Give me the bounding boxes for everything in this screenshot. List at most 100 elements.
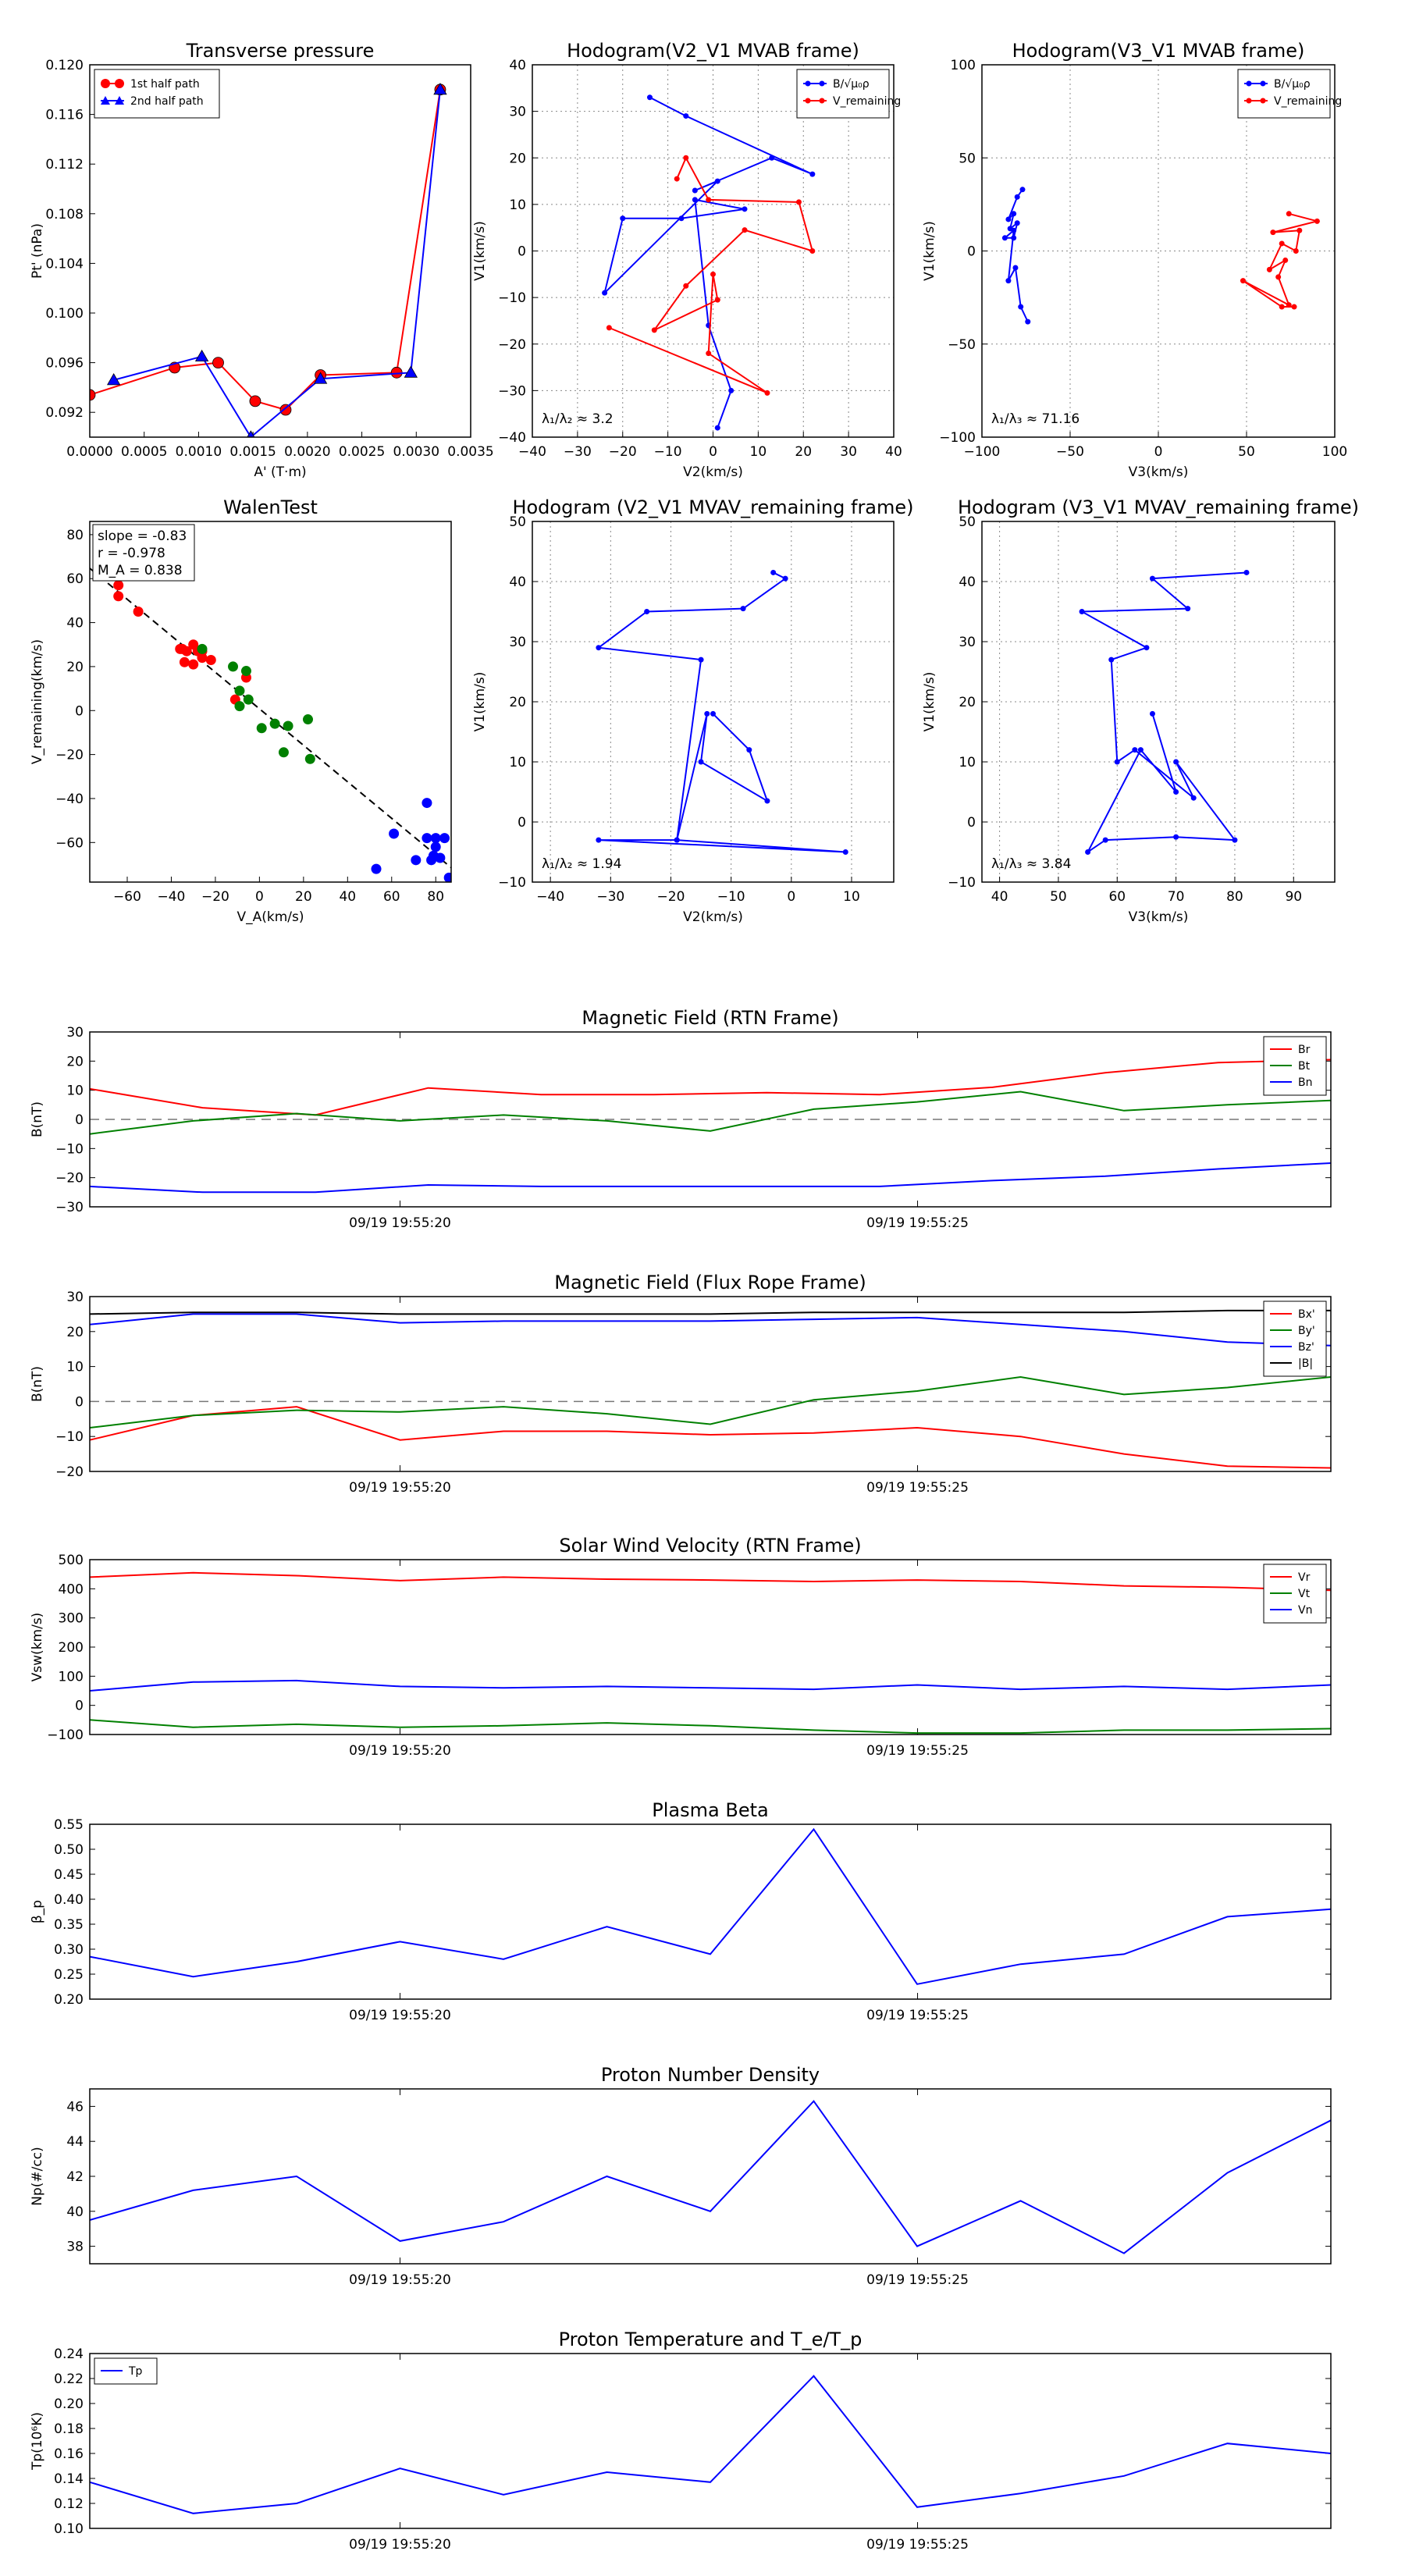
hodo4-y-tick-label: 40 [959, 575, 976, 590]
walen-series-1-point [278, 747, 289, 758]
hodo4-series-0-point [1102, 837, 1108, 843]
hodo4-series-0-point [1137, 747, 1144, 753]
hodo1-series-1-point [683, 155, 689, 161]
pt-series-1-point [194, 349, 209, 362]
walen-series-1-point [240, 666, 251, 677]
b_fr-series-1-line [89, 1375, 1332, 1429]
pt-legend-marker [101, 79, 110, 88]
beta-y-tick-label: 0.35 [54, 1917, 84, 1933]
hodo3-y-label: V1(km/s) [472, 672, 488, 732]
hodo4-y-tick-label: 10 [959, 755, 976, 770]
hodo2-series-1-point [1279, 304, 1285, 310]
b_rtn-y-tick-label: 10 [66, 1083, 84, 1099]
b_fr-panel: Magnetic Field (Flux Rope Frame) −20 −10 0 1… [30, 1272, 1332, 1496]
pt-series-1-point [247, 430, 255, 437]
hodo1-annotation: λ₁/λ₂ ≈ 3.2 [542, 411, 614, 427]
walen-series-2-point [411, 855, 422, 866]
vsw-y-tick-label: 100 [59, 1669, 84, 1685]
hodo2-series-1-point [1291, 304, 1297, 310]
b_fr-y-tick-label: −20 [55, 1464, 84, 1480]
hodo4-series-0-point [1190, 795, 1197, 801]
b_fr-series-2-line [89, 1313, 1332, 1347]
pt-legend-marker [101, 96, 110, 105]
hodo4-series-0-point [1079, 609, 1085, 614]
hodo2-series-1-point [1293, 248, 1299, 254]
hodo4-series-0-point [1173, 834, 1179, 840]
pt-legend-label: 1st half path [130, 78, 200, 91]
pt-series-1-line [113, 89, 441, 437]
hodo1-y-tick-label: −40 [498, 430, 526, 446]
hodo1-legend-box [796, 69, 890, 119]
hodo4-x-tick-label: 90 [1285, 889, 1302, 905]
hodo1-legend-marker [805, 98, 811, 104]
beta-y-tick-label: 0.25 [54, 1967, 84, 1983]
hodo2-x-tick-label: 100 [1322, 444, 1347, 460]
walen-y-tick-label: −40 [55, 792, 84, 807]
hodo1-series-0-line [603, 96, 813, 429]
b_fr-legend-label: Bx' [1298, 1308, 1315, 1321]
hodo3-x-tick-label: −40 [536, 889, 564, 905]
hodo2-legend-marker [1260, 98, 1266, 104]
hodo2-legend-marker [1260, 80, 1266, 87]
hodo4-series-0-point [1108, 656, 1115, 663]
hodo1-x-tick-label: −20 [609, 444, 637, 460]
walen-series-1-point [243, 694, 254, 705]
beta-title: Plasma Beta [652, 1799, 768, 1821]
hodo1-y-tick-label: 0 [518, 244, 526, 260]
hodo4-y-tick-label: −10 [948, 875, 976, 891]
tp-y-tick-label: 0.14 [54, 2471, 84, 2487]
hodo1-series-1-point [795, 199, 802, 205]
hodo2-series-0-point [1011, 235, 1017, 241]
hodo1-y-tick-label: −30 [498, 383, 526, 399]
hodo1-y-label: V1(km/s) [472, 221, 488, 281]
hodo1-y-tick-label: 40 [509, 58, 526, 73]
hodo4-x-tick-label: 40 [991, 889, 1008, 905]
b_rtn-series-0-line [89, 1059, 1332, 1116]
hodo4-series-0-point [1173, 789, 1179, 795]
vsw-y-tick-label: 200 [59, 1640, 84, 1656]
hodo1-legend-marker [805, 80, 811, 87]
hodo4-series-0-point [1173, 759, 1179, 765]
hodo3-title: Hodogram (V2_V1 MVAV_remaining frame) [512, 496, 913, 518]
pt-series-1-point [404, 365, 418, 378]
walen-y-label: V_remaining(km/s) [30, 639, 45, 764]
hodo2-frame [981, 64, 1336, 438]
pt-series-0-point [279, 404, 292, 416]
hodo3-x-tick-label: 0 [787, 889, 795, 905]
vsw-panel: Solar Wind Velocity (RTN Frame) −100 0 100 2… [30, 1535, 1332, 1759]
b_rtn-y-tick-label: 20 [66, 1054, 84, 1069]
hodo2-series-1-line [1242, 212, 1321, 308]
hodo4-panel: Hodogram (V3_V1 MVAV_remaining frame) 40 5… [922, 496, 1359, 925]
walen-series-1-point [234, 701, 245, 712]
walen-series-0-point [179, 656, 190, 667]
pt-legend-box [94, 69, 220, 119]
walen-series-2-point [422, 833, 432, 844]
pt-y-tick-label: 0.112 [45, 157, 84, 173]
hodo1-x-tick-label: 30 [840, 444, 857, 460]
tp-y-tick-label: 0.20 [54, 2396, 84, 2412]
walen-x-tick-label: −40 [158, 889, 186, 905]
hodo2-y-tick-label: −100 [939, 430, 976, 446]
walen-y-tick-label: 60 [66, 571, 84, 587]
hodo4-series-0-point [1085, 849, 1091, 855]
b_rtn-series-2-line [89, 1162, 1332, 1194]
hodo2-y-tick-label: 0 [967, 244, 976, 260]
hodo2-x-tick-label: −50 [1056, 444, 1084, 460]
pt-plot-area [90, 82, 447, 437]
hodo2-annotation: λ₁/λ₃ ≈ 71.16 [991, 411, 1080, 427]
pt-frame [89, 64, 471, 438]
np-frame [89, 2088, 1332, 2265]
hodo3-series-0-point [746, 747, 752, 753]
hodo4-title: Hodogram (V3_V1 MVAV_remaining frame) [958, 496, 1359, 518]
pt-y-label: Pt' (nPa) [30, 223, 45, 279]
hodo1-series-0-point [646, 94, 653, 101]
b_rtn-title: Magnetic Field (RTN Frame) [582, 1007, 838, 1029]
hodo1-series-1-point [683, 283, 689, 289]
hodo3-series-0-point [782, 575, 788, 582]
hodo1-x-label: V2(km/s) [683, 464, 743, 480]
pt-x-tick-label: 0.0025 [339, 444, 385, 460]
walen-title: WalenTest [223, 496, 318, 518]
b_rtn-panel: Magnetic Field (RTN Frame) −30 −20 −10 0 10 20… [30, 1007, 1332, 1231]
walen-frame [89, 521, 452, 883]
b_fr-legend-label: By' [1298, 1325, 1315, 1337]
